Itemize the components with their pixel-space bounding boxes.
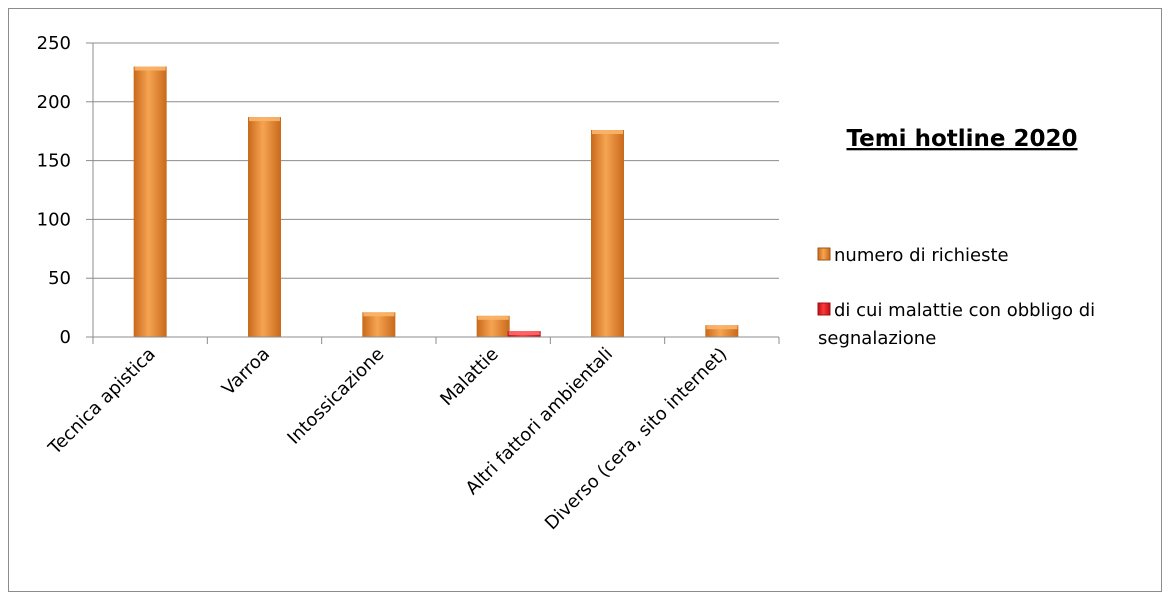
bar-cap bbox=[592, 130, 623, 135]
y-tick-label: 100 bbox=[37, 209, 71, 230]
bar bbox=[591, 130, 624, 337]
legend-label: segnalazione bbox=[818, 328, 936, 349]
x-tick-label: Tecnica apistica bbox=[44, 344, 160, 460]
bar bbox=[362, 312, 396, 337]
legend-label: numero di richieste bbox=[834, 245, 1009, 266]
bar bbox=[248, 117, 281, 337]
x-tick-labels: Tecnica apistica Varroa Intossicazione Mala… bbox=[44, 344, 731, 534]
x-tick-label: Varroa bbox=[218, 344, 274, 400]
gridlines bbox=[86, 42, 779, 338]
bar bbox=[133, 66, 167, 338]
x-tick-label: Diverso (cera, sito internet) bbox=[541, 344, 731, 534]
chart-title: Temi hotline 2020 bbox=[846, 126, 1077, 152]
chart-frame bbox=[8, 8, 1162, 592]
y-tick-label: 0 bbox=[60, 327, 71, 348]
legend-swatch bbox=[817, 302, 831, 316]
bar-cap bbox=[508, 331, 540, 336]
x-tick-label: Malattie bbox=[436, 344, 502, 410]
bar-cap bbox=[477, 315, 509, 320]
x-tick-label: Intossicazione bbox=[283, 344, 388, 449]
bar-cap bbox=[134, 66, 166, 71]
bar-cap bbox=[249, 117, 280, 122]
legend-swatch bbox=[817, 247, 831, 261]
y-tick-label: 250 bbox=[37, 33, 71, 54]
bars bbox=[133, 66, 739, 338]
bar bbox=[705, 325, 739, 337]
y-tick-labels: 0 50 100 150 200 250 bbox=[37, 33, 71, 348]
legend-label: di cui malattie con obbligo di bbox=[834, 300, 1095, 321]
y-tick-label: 200 bbox=[37, 92, 71, 113]
axes bbox=[92, 43, 780, 344]
bar bbox=[476, 315, 510, 337]
y-tick-label: 50 bbox=[48, 268, 71, 289]
y-tick-label: 150 bbox=[37, 151, 71, 172]
legend: numero di richieste di cui malattie con o… bbox=[817, 245, 1095, 349]
bar-cap bbox=[706, 325, 738, 330]
bar-cap bbox=[363, 312, 395, 317]
